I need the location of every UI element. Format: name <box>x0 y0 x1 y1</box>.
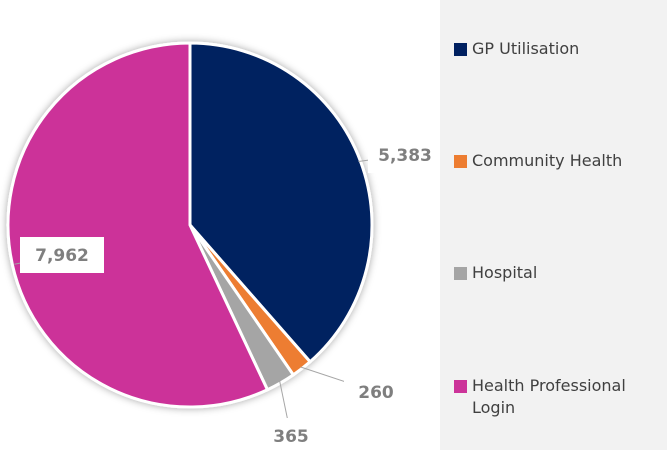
label-box <box>368 137 440 173</box>
legend-item: GP Utilisation <box>454 38 664 60</box>
legend-label: Community Health <box>472 151 623 170</box>
data-labels: 5,383 260 365 7,962 <box>14 137 440 450</box>
label-box <box>262 418 320 450</box>
data-label: 260 <box>358 383 394 403</box>
label-box <box>344 374 408 410</box>
slice <box>6 41 270 409</box>
legend-item: Hospital <box>454 262 664 284</box>
data-label: 365 <box>273 427 309 447</box>
pie <box>6 41 374 409</box>
pie-area: 5,383 260 365 7,962 <box>6 41 440 450</box>
legend-swatch <box>454 43 467 56</box>
legend-label: Health Professional Login <box>472 376 626 417</box>
legend-label: Hospital <box>472 263 538 282</box>
legend-swatch <box>454 380 467 393</box>
legend-swatch <box>454 267 467 280</box>
label-box <box>20 237 104 273</box>
legend: GP Utilisation Community Health Hospital He… <box>440 0 667 450</box>
data-label: 7,962 <box>35 246 89 266</box>
legend-item: Health Professional Login <box>454 375 664 419</box>
legend-label: GP Utilisation <box>472 39 580 58</box>
legend-swatch <box>454 155 467 168</box>
legend-item: Community Health <box>454 150 664 172</box>
data-label: 5,383 <box>378 146 432 166</box>
